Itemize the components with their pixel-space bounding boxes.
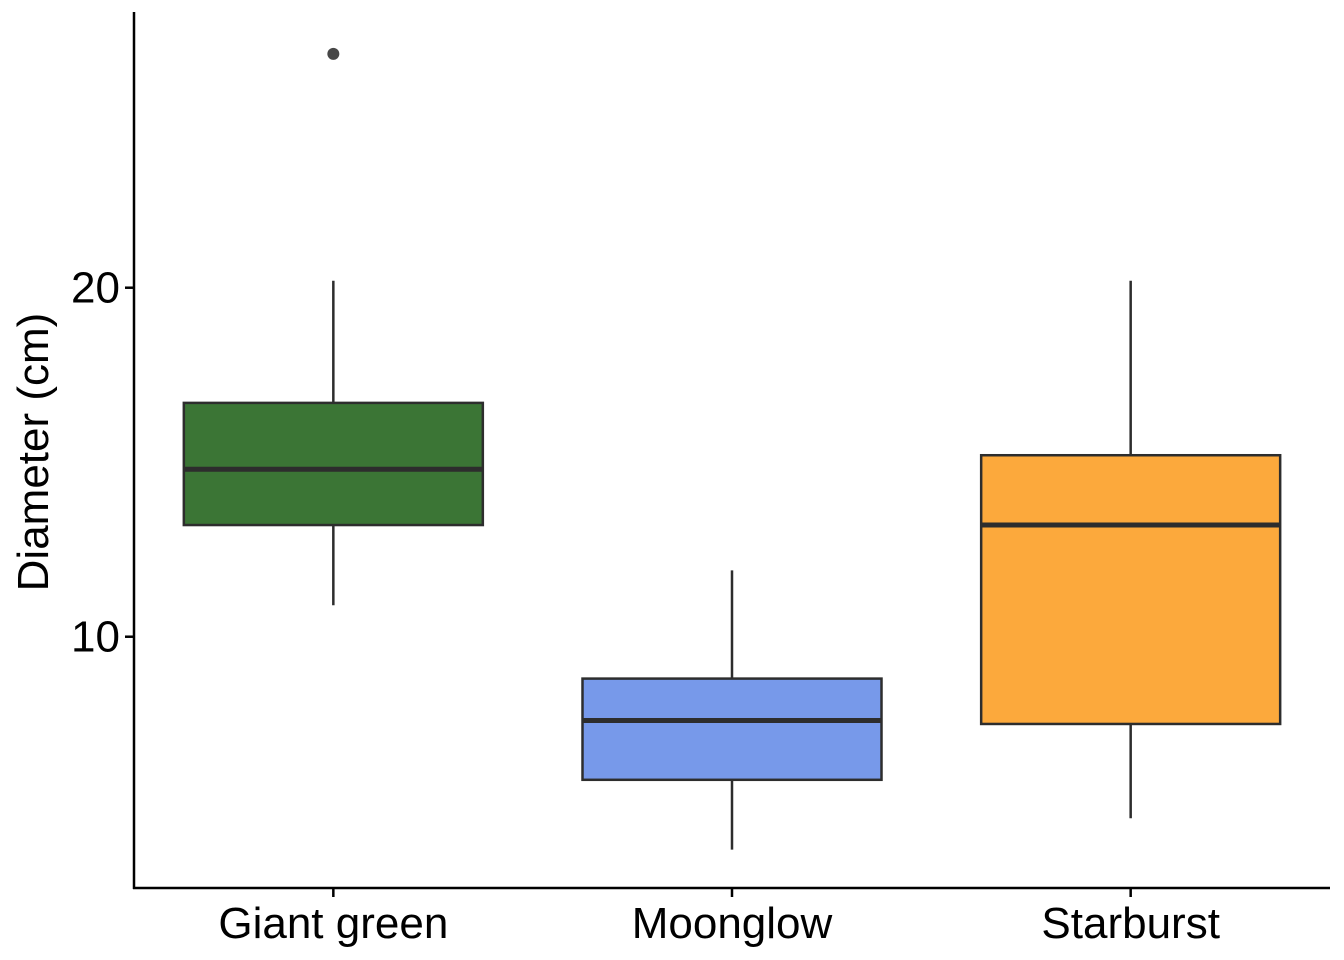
y-axis-title: Diameter (cm) (9, 313, 58, 592)
box-group (979, 280, 1282, 819)
x-tick-label: Starburst (1041, 899, 1220, 948)
y-tick-label: 10 (71, 613, 120, 662)
iqr-box (182, 401, 485, 527)
y-tick-label: 20 (71, 264, 120, 313)
iqr-box (581, 677, 883, 782)
x-tick-label: Giant green (218, 899, 448, 948)
x-ticks: Giant green Moonglow Starburst (218, 888, 1220, 948)
x-tick-label: Moonglow (632, 899, 833, 948)
box-group (182, 47, 485, 606)
outlier-point (327, 47, 340, 60)
y-ticks: 10 20 (71, 264, 134, 662)
iqr-box (979, 453, 1282, 726)
box-group (581, 570, 883, 850)
boxes-layer (182, 47, 1282, 850)
